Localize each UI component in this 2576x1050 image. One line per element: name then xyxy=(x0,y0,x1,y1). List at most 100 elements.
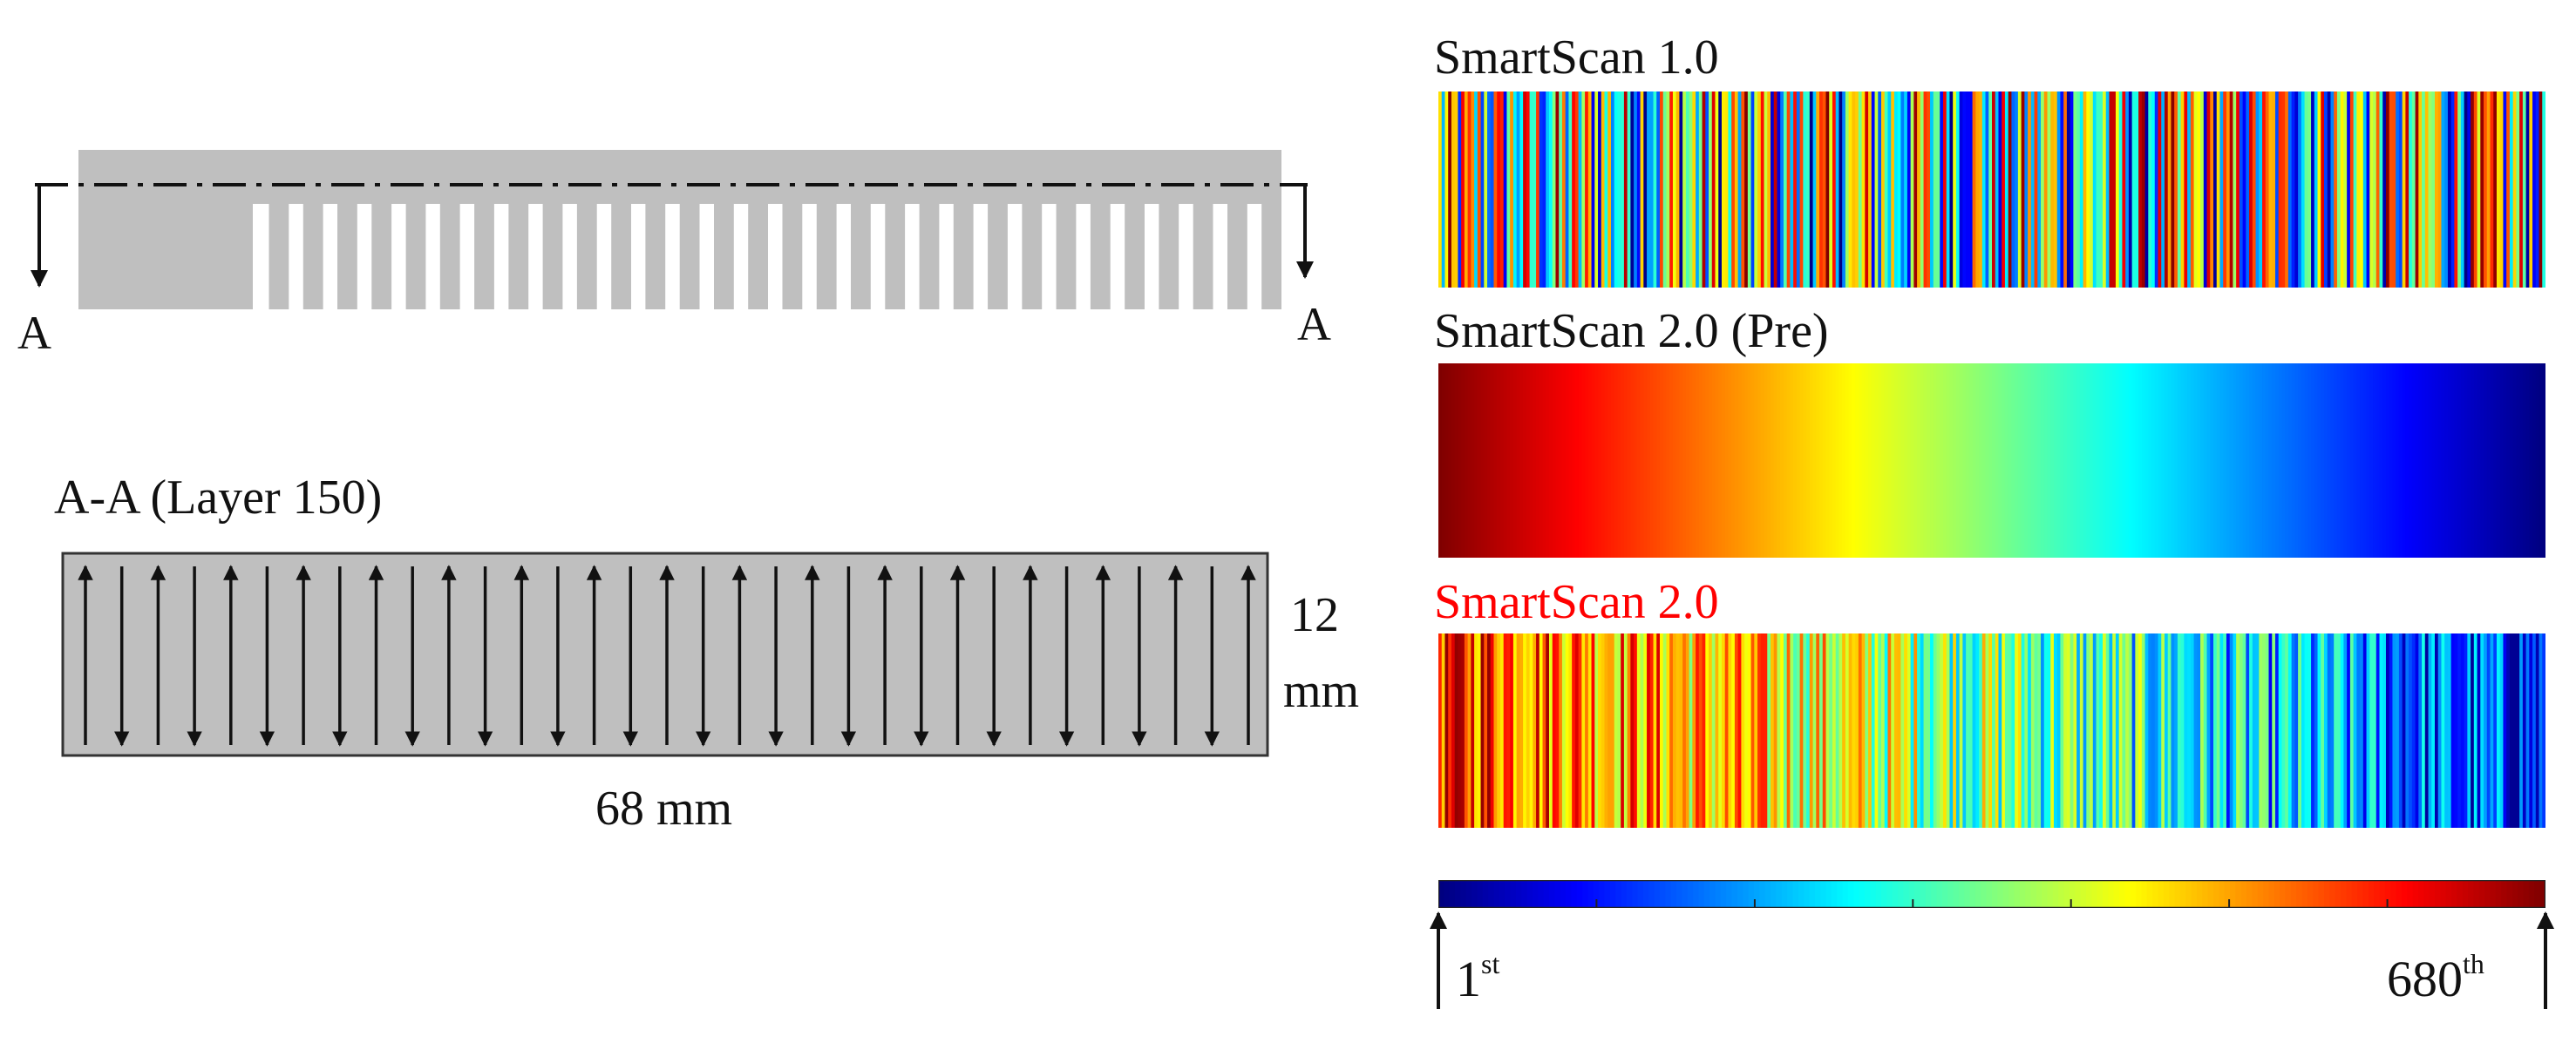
scan-track-band xyxy=(1675,91,1681,288)
colorbar-segment xyxy=(2036,880,2042,908)
scan-track-band xyxy=(2138,633,2143,828)
comb-tooth xyxy=(748,200,768,309)
scan-track-band xyxy=(1546,91,1550,288)
scan-track-band xyxy=(1458,633,1462,828)
scan-track-band xyxy=(2255,363,2260,558)
scan-track-band xyxy=(1675,363,1681,558)
scan-track-band xyxy=(1771,91,1775,288)
scan-track-band xyxy=(2223,633,2227,828)
scan-track-band xyxy=(1868,363,1873,558)
scan-track-band xyxy=(2008,363,2013,558)
colorbar-segment xyxy=(2246,880,2253,908)
scan-track-band xyxy=(2272,633,2276,828)
scan-track-band xyxy=(2180,91,2185,288)
scan-track-band xyxy=(2484,633,2488,828)
colorbar-segment xyxy=(1698,880,1705,908)
scan-track-band xyxy=(2369,91,2374,288)
panel-label-smartscan-2: SmartScan 2.0 xyxy=(1434,575,1719,629)
colorbar-segment xyxy=(1587,880,1594,908)
scan-track-band xyxy=(1559,633,1563,828)
scan-track-band xyxy=(2128,363,2133,558)
panel-label-smartscan-1: SmartScan 1.0 xyxy=(1434,30,1719,85)
colorbar-segment xyxy=(1847,880,1854,908)
scan-track-band xyxy=(1897,633,1902,828)
scan-track-band xyxy=(2496,363,2501,558)
scan-track-band xyxy=(1927,363,1931,558)
scan-track-band xyxy=(2200,91,2205,288)
colorbar-segment xyxy=(1831,880,1838,908)
scan-track-band xyxy=(1623,91,1628,288)
scan-track-band xyxy=(2118,363,2124,558)
scan-track-band xyxy=(2041,91,2045,288)
colorbar-segment xyxy=(2451,880,2457,908)
scan-track-band xyxy=(1533,363,1537,558)
colorbar-segment xyxy=(2240,880,2247,908)
scan-track-band xyxy=(1822,363,1827,558)
section-marker-right: A xyxy=(1297,298,1331,350)
scan-track-band xyxy=(1897,91,1902,288)
scan-track-band xyxy=(2294,363,2299,558)
scan-track-band xyxy=(1878,91,1882,288)
scan-track-band xyxy=(2210,633,2214,828)
scan-track-band xyxy=(1966,633,1970,828)
scan-track-band xyxy=(2385,91,2390,288)
scan-track-band xyxy=(1865,91,1869,288)
scan-track-band xyxy=(1499,91,1505,288)
scan-track-band xyxy=(1790,363,1794,558)
scan-track-band xyxy=(2539,363,2543,558)
colorbar-segment xyxy=(2401,880,2408,908)
colorbar-border xyxy=(1438,880,2545,908)
scan-track-band xyxy=(1516,363,1520,558)
scan-track-band xyxy=(2154,91,2159,288)
colorbar-segment xyxy=(1654,880,1661,908)
colorbar-segment xyxy=(1609,880,1616,908)
colorbar-segment xyxy=(2141,880,2148,908)
scan-track-band xyxy=(1607,91,1612,288)
scan-track-band xyxy=(1647,91,1651,288)
colorbar-segment xyxy=(2146,880,2153,908)
comb-tooth xyxy=(1125,200,1145,309)
colorbar-segment xyxy=(1941,880,1948,908)
scan-track-band xyxy=(1907,363,1912,558)
scan-track-band xyxy=(2539,633,2543,828)
scan-track-band xyxy=(2138,363,2143,558)
scan-track-band xyxy=(1786,363,1791,558)
colorbar-segment xyxy=(2307,880,2314,908)
scan-track-band xyxy=(2516,91,2520,288)
scan-track-band xyxy=(2268,363,2273,558)
scan-track-band xyxy=(1565,363,1570,558)
scan-track-band xyxy=(1539,363,1544,558)
colorbar-segment xyxy=(1764,880,1771,908)
scan-track-band xyxy=(2017,91,2022,288)
comb-tooth xyxy=(714,200,734,309)
colorbar-segment xyxy=(1759,880,1766,908)
scan-track-band xyxy=(2233,91,2237,288)
scan-track-band xyxy=(1825,91,1830,288)
scan-track-band xyxy=(2015,363,2019,558)
colorbar-segment xyxy=(2113,880,2120,908)
scan-track-band xyxy=(2340,363,2345,558)
scan-track-band xyxy=(1806,363,1811,558)
scan-track-band xyxy=(2496,633,2501,828)
scan-track-band xyxy=(1783,91,1788,288)
scan-track-band xyxy=(2327,363,2332,558)
scan-track-band xyxy=(2272,91,2276,288)
colorbar-segment xyxy=(2196,880,2203,908)
scan-track-band xyxy=(1490,91,1495,288)
scan-track-band xyxy=(2043,363,2049,558)
scan-track-band xyxy=(2525,91,2530,288)
colorbar-segment xyxy=(1549,880,1555,908)
scan-track-band xyxy=(2402,91,2406,288)
scan-track-band xyxy=(2291,633,2295,828)
scan-track-band xyxy=(2499,633,2505,828)
colorbar-segment xyxy=(1953,880,1960,908)
scan-track-band xyxy=(2210,363,2214,558)
scan-track-band xyxy=(2099,633,2104,828)
scan-track-band xyxy=(1705,91,1709,288)
scan-track-band xyxy=(2503,363,2507,558)
scan-track-band xyxy=(2177,91,2182,288)
scan-track-band xyxy=(2349,633,2355,828)
scan-track-band xyxy=(2330,633,2335,828)
scan-track-band xyxy=(1640,91,1644,288)
comb-tooth xyxy=(1193,200,1213,309)
